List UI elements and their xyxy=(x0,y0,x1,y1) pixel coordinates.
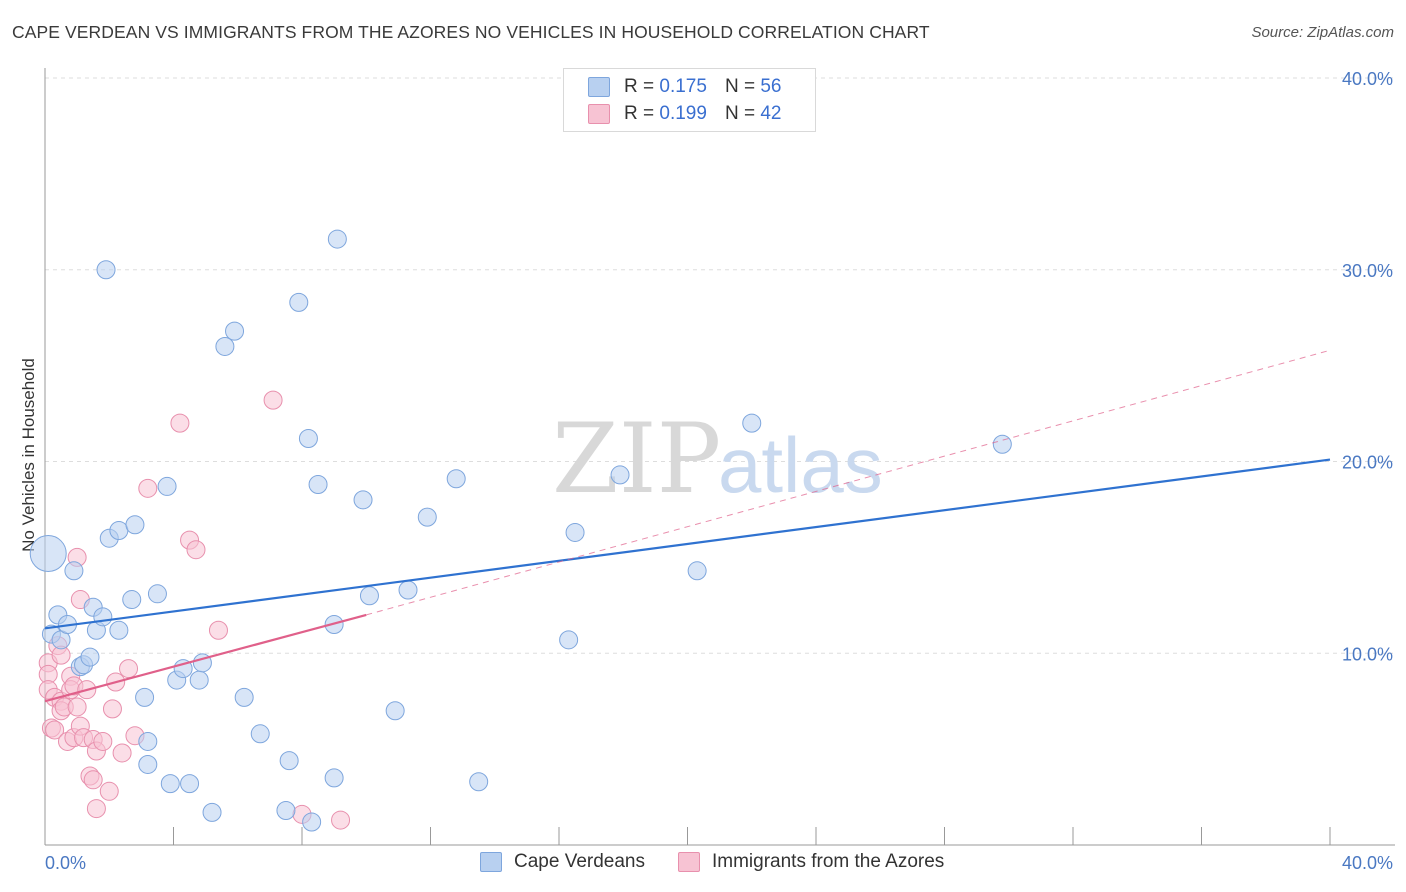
data-point-cape-verdean xyxy=(250,724,270,744)
data-point-azores xyxy=(112,743,132,763)
data-point-cape-verdean xyxy=(138,731,158,751)
data-point-cape-verdean xyxy=(125,515,145,535)
data-point-cape-verdean xyxy=(385,701,405,721)
axes xyxy=(44,68,1395,846)
data-point-azores xyxy=(208,620,228,640)
legend-n-value: 42 xyxy=(760,103,782,124)
data-point-azores xyxy=(99,781,119,801)
trend-lines xyxy=(44,349,1331,703)
y-tick-label: 20.0% xyxy=(1342,453,1393,473)
data-point-cape-verdean xyxy=(359,586,379,606)
data-point-cape-verdean xyxy=(225,321,245,341)
data-point-cape-verdean xyxy=(147,584,167,604)
data-point-cape-verdean xyxy=(302,812,322,832)
data-point-cape-verdean xyxy=(298,428,318,448)
data-point-cape-verdean xyxy=(417,507,437,527)
y-tick-label: 40.0% xyxy=(1342,69,1393,89)
data-point-azores xyxy=(93,731,113,751)
chart-title: CAPE VERDEAN VS IMMIGRANTS FROM THE AZOR… xyxy=(12,22,930,42)
trend-line-cape-verdeans xyxy=(44,458,1331,630)
legend-n-label: N = xyxy=(724,103,756,124)
data-point-azores xyxy=(186,540,206,560)
data-point-cape-verdean xyxy=(327,229,347,249)
data-point-cape-verdean xyxy=(215,336,235,356)
stats-legend: R = 0.175 N = 56 R = 0.199 N = 42 xyxy=(563,68,816,132)
x-tick-label: 0.0% xyxy=(45,853,86,873)
data-point-cape-verdean xyxy=(687,561,707,581)
data-point-azores xyxy=(263,390,283,410)
data-point-azores xyxy=(102,699,122,719)
data-point-cape-verdean xyxy=(279,751,299,771)
data-point-cape-verdean xyxy=(446,469,466,489)
data-point-cape-verdean xyxy=(157,476,177,496)
bottom-legend-swatch-pink xyxy=(678,852,700,872)
data-point-cape-verdean xyxy=(353,490,373,510)
data-point-cape-verdean xyxy=(324,768,344,788)
data-point-azores xyxy=(138,478,158,498)
bottom-legend-swatch-blue xyxy=(480,852,502,872)
data-point-cape-verdean xyxy=(189,670,209,690)
legend-row-azores: R = 0.199 N = 42 xyxy=(588,102,781,126)
trend-line-azores-extension xyxy=(366,349,1331,616)
data-point-azores xyxy=(119,659,139,679)
y-tick-label: 10.0% xyxy=(1342,644,1393,664)
data-point-cape-verdean xyxy=(469,772,489,792)
data-point-cape-verdean xyxy=(308,475,328,495)
data-point-cape-verdean xyxy=(180,774,200,794)
data-point-cape-verdean xyxy=(160,774,180,794)
x-tick-label: 40.0% xyxy=(1342,853,1393,873)
data-point-cape-verdean xyxy=(234,687,254,707)
data-point-cape-verdean xyxy=(398,580,418,600)
legend-r-value: 0.175 xyxy=(659,76,707,97)
data-point-cape-verdean xyxy=(565,522,585,542)
trend-line-azores xyxy=(44,613,367,703)
legend-swatch-pink xyxy=(588,104,610,124)
data-point-cape-verdean xyxy=(289,292,309,312)
bottom-legend-azores: Immigrants from the Azores xyxy=(678,851,944,873)
legend-n-label: N = xyxy=(724,76,756,97)
y-axis-label: No Vehicles in Household xyxy=(19,358,38,552)
data-point-azores xyxy=(170,413,190,433)
bottom-legend-label: Immigrants from the Azores xyxy=(712,851,945,872)
data-point-cape-verdean xyxy=(29,535,67,573)
data-point-azores xyxy=(86,799,106,819)
legend-r-value: 0.199 xyxy=(659,103,707,124)
data-point-azores xyxy=(83,770,103,790)
data-point-cape-verdean xyxy=(109,620,129,640)
y-tick-label: 30.0% xyxy=(1342,261,1393,281)
data-point-cape-verdean xyxy=(610,465,630,485)
data-point-cape-verdean xyxy=(276,800,296,820)
data-point-cape-verdean xyxy=(80,647,100,667)
data-point-cape-verdean xyxy=(122,590,142,610)
data-point-cape-verdean xyxy=(96,260,116,280)
source-credit: Source: ZipAtlas.com xyxy=(1251,24,1394,41)
watermark-atlas: atlas xyxy=(718,421,883,509)
legend-row-cape-verdeans: R = 0.175 N = 56 xyxy=(588,75,781,99)
series-cape-verdean-points xyxy=(29,229,1012,832)
watermark-zip: ZIP xyxy=(552,403,721,515)
data-point-azores xyxy=(45,720,65,740)
data-point-cape-verdean xyxy=(742,413,762,433)
data-point-cape-verdean xyxy=(109,521,129,541)
data-point-cape-verdean xyxy=(138,754,158,774)
tick-labels: 10.0% 20.0% 30.0% 40.0% 0.0% 40.0% xyxy=(45,69,1393,873)
legend-n-value: 56 xyxy=(760,76,782,97)
legend-swatch-blue xyxy=(588,77,610,97)
data-point-cape-verdean xyxy=(64,561,84,581)
gridlines xyxy=(45,77,1395,654)
data-point-azores xyxy=(331,810,351,830)
bottom-legend-cape-verdeans: Cape Verdeans xyxy=(480,851,645,873)
data-point-azores xyxy=(67,697,87,717)
bottom-legend-label: Cape Verdeans xyxy=(514,851,645,872)
data-point-cape-verdean xyxy=(93,607,113,627)
data-point-cape-verdean xyxy=(135,687,155,707)
data-point-cape-verdean xyxy=(559,630,579,650)
data-point-cape-verdean xyxy=(202,802,222,822)
data-point-cape-verdean xyxy=(173,659,193,679)
legend-r-label: R = xyxy=(624,103,655,124)
data-point-cape-verdean xyxy=(992,434,1012,454)
legend-r-label: R = xyxy=(624,76,655,97)
